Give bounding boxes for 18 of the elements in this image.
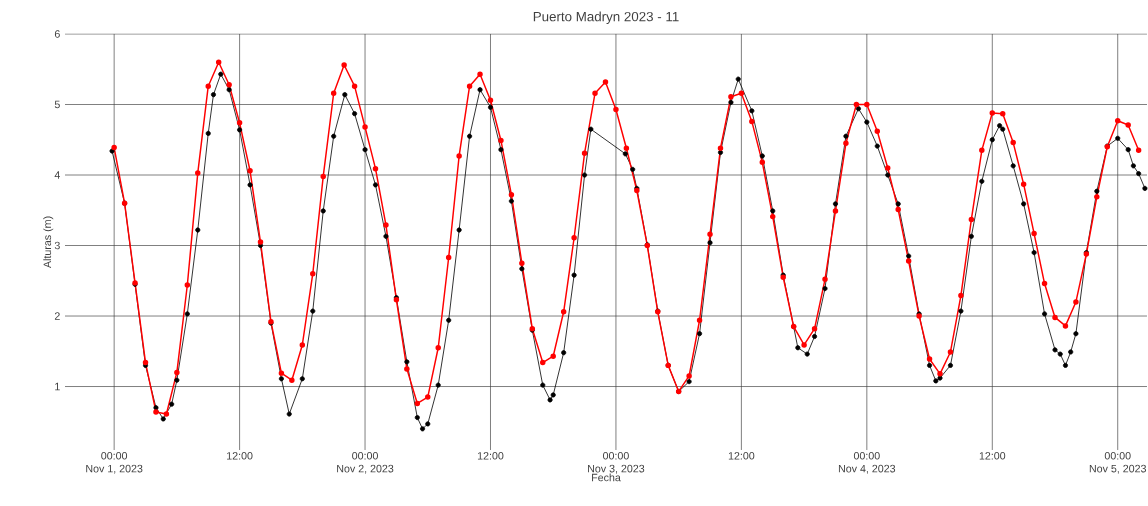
chart-title: Puerto Madryn 2023 - 11: [533, 11, 679, 24]
x-tick-label: 12:00: [477, 452, 504, 460]
x-tick-label: 00:00 Nov 3, 2023: [588, 452, 645, 474]
y-tick-label: 1: [55, 382, 60, 391]
y-tick-label: 2: [54, 312, 60, 320]
x-axis-title: Fecha: [592, 473, 621, 482]
x-tick-label: 12:00: [979, 452, 1006, 460]
x-tick-label: 00:00 Nov 2, 2023: [337, 452, 394, 474]
y-tick-label: 4: [54, 171, 60, 179]
y-tick-label: 5: [54, 100, 60, 109]
y-tick-label: 3: [54, 241, 60, 250]
x-tick-label: 12:00: [227, 452, 253, 460]
y-tick-label: 6: [54, 30, 60, 38]
x-tick-label: 00:00 Nov 1, 2023: [86, 452, 143, 474]
x-tick-label: 12:00: [728, 452, 755, 460]
x-tick-label: 00:00 Nov 4, 2023: [838, 452, 896, 474]
y-axis-title: Alturas (m): [43, 216, 54, 269]
x-tick-label: 00:00 Nov 5, 2023: [1089, 452, 1146, 474]
